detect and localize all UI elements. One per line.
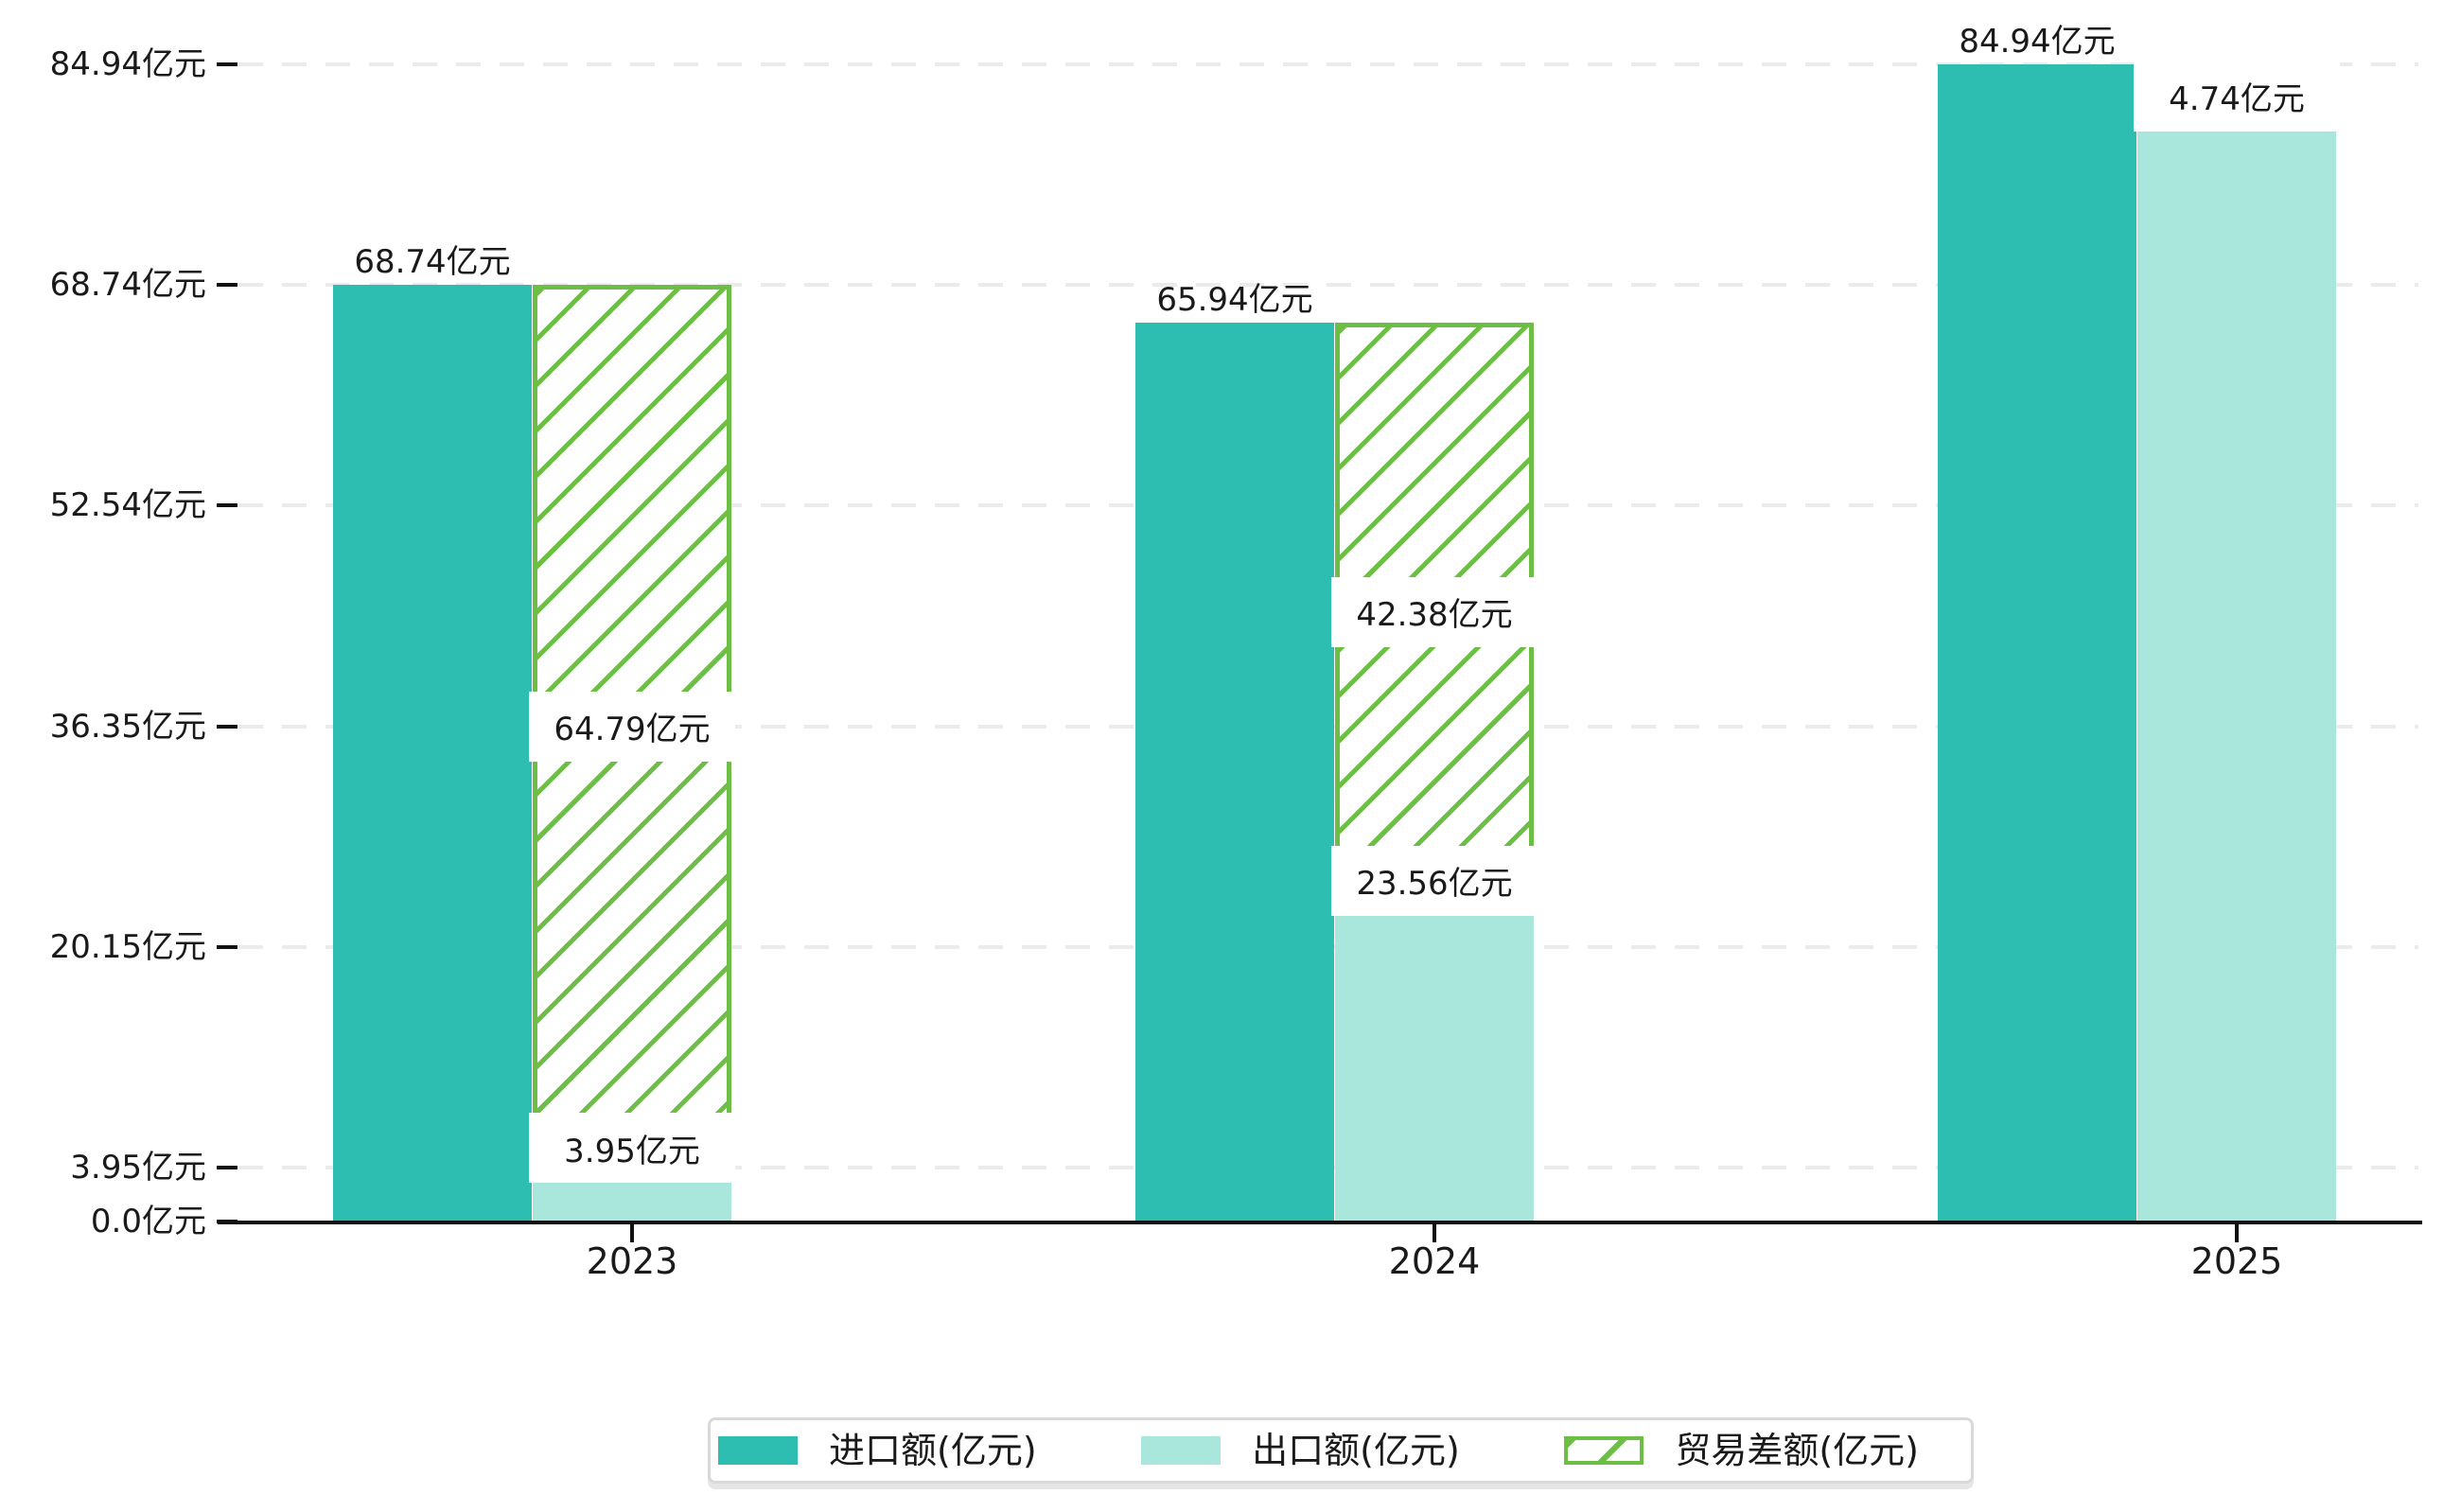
y-tick-mark bbox=[217, 283, 237, 288]
import-bar-2024 bbox=[1135, 323, 1334, 1222]
legend-label: 出口额(亿元) bbox=[1252, 1430, 1460, 1471]
legend: 进口额(亿元) 出口额(亿元) 贸易差额(亿元) bbox=[708, 1417, 1974, 1484]
legend-label: 进口额(亿元) bbox=[829, 1430, 1037, 1471]
import-legend-swatch bbox=[718, 1436, 798, 1465]
legend-item: 出口额(亿元) bbox=[1141, 1432, 1460, 1469]
x-tick-label-2023: 2023 bbox=[586, 1240, 678, 1282]
x-tick-mark bbox=[1433, 1224, 1436, 1242]
x-tick-label-2025: 2025 bbox=[2190, 1240, 2283, 1282]
x-tick-mark bbox=[2235, 1224, 2239, 1242]
y-tick-mark bbox=[217, 724, 237, 729]
y-tick-label: 3.95亿元 bbox=[70, 1149, 206, 1187]
y-tick-label: 36.35亿元 bbox=[49, 707, 206, 746]
trade-balance-value-label: 4.74亿元 bbox=[2134, 61, 2340, 132]
trade-balance-value-label: 42.38亿元 bbox=[1331, 576, 1538, 647]
y-tick-label: 20.15亿元 bbox=[49, 927, 206, 966]
y-tick-label: 84.94亿元 bbox=[49, 44, 206, 83]
legend-item: 进口额(亿元) bbox=[718, 1432, 1037, 1469]
y-tick-mark bbox=[217, 1166, 237, 1170]
export-bar-2024 bbox=[1335, 900, 1534, 1222]
y-tick-mark bbox=[217, 503, 237, 508]
gridline bbox=[238, 62, 2418, 66]
y-tick-label: 68.74亿元 bbox=[49, 266, 206, 305]
y-tick-label: 0.0亿元 bbox=[90, 1203, 206, 1240]
legend-item: 贸易差额(亿元) bbox=[1564, 1432, 1919, 1469]
import-value-label: 65.94亿元 bbox=[1156, 281, 1313, 320]
x-axis-line bbox=[218, 1221, 2422, 1224]
trade-balance-value-label: 64.79亿元 bbox=[529, 691, 735, 762]
import-value-label: 68.74亿元 bbox=[354, 243, 511, 282]
y-tick-label: 52.54亿元 bbox=[49, 486, 206, 525]
import-value-label: 84.94亿元 bbox=[1959, 22, 2116, 61]
gridline bbox=[238, 283, 2418, 288]
export-legend-swatch bbox=[1141, 1436, 1222, 1465]
x-tick-label-2024: 2024 bbox=[1388, 1240, 1481, 1282]
x-tick-mark bbox=[630, 1224, 634, 1242]
y-tick-mark bbox=[217, 62, 237, 66]
export-bar-2025 bbox=[2137, 129, 2336, 1222]
export-value-label: 23.56亿元 bbox=[1331, 845, 1538, 916]
legend-label: 贸易差额(亿元) bbox=[1675, 1430, 1919, 1471]
y-tick-mark bbox=[217, 944, 237, 949]
import-bar-2023 bbox=[333, 285, 532, 1222]
trade-balance-legend-swatch bbox=[1564, 1436, 1644, 1465]
import-bar-2025 bbox=[1938, 63, 2136, 1222]
export-value-label: 3.95亿元 bbox=[529, 1113, 735, 1184]
